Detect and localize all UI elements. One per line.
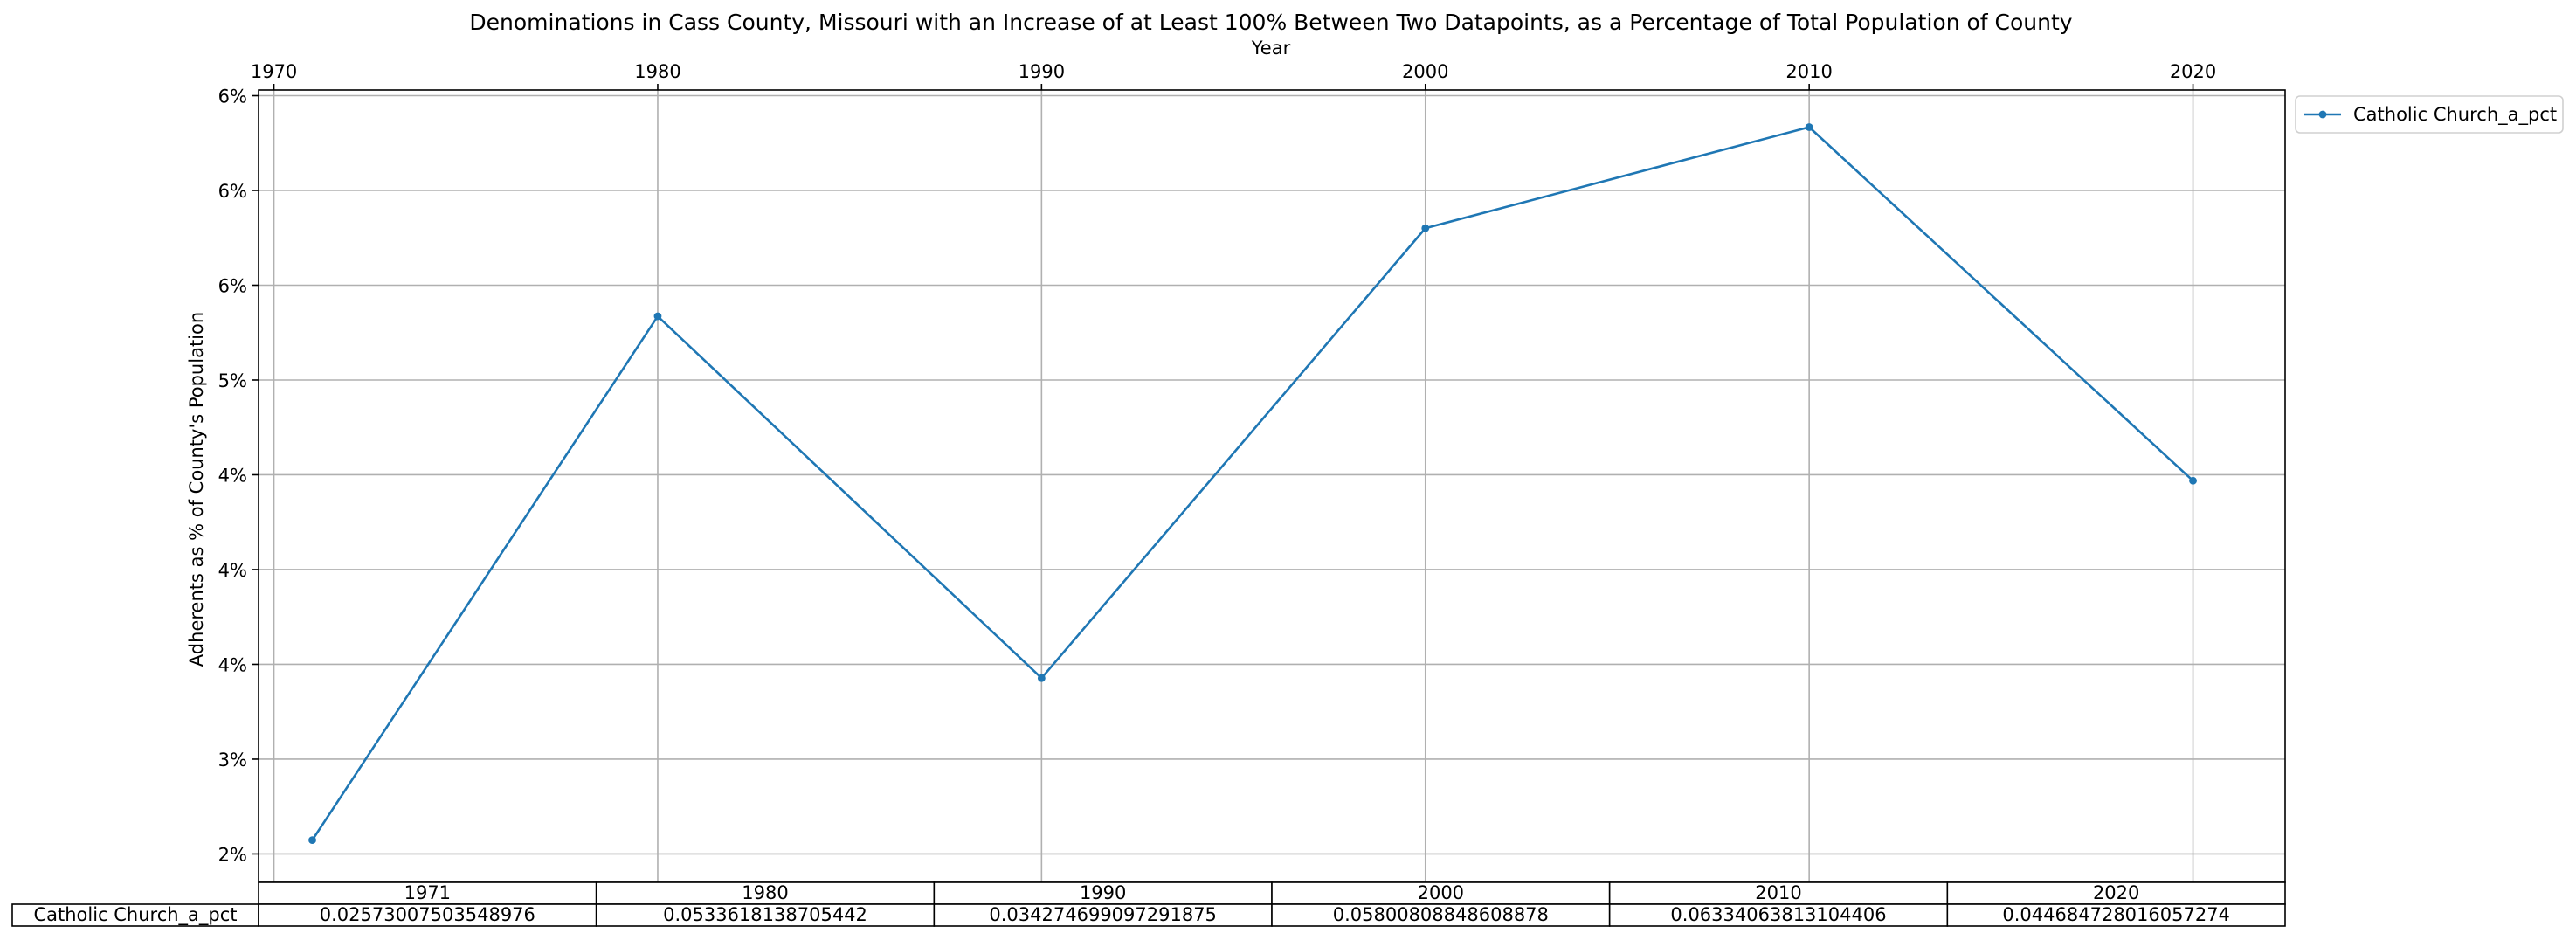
table-header-cell bbox=[1608, 881, 1949, 905]
data-point bbox=[308, 836, 316, 845]
y-tick-label: 4% bbox=[218, 560, 247, 581]
x-axis-ticks: 1970 1980 1990 2000 2010 2020 bbox=[251, 61, 2216, 90]
chart-title: Denominations in Cass County, Missouri w… bbox=[469, 10, 2072, 35]
y-tick-label: 4% bbox=[218, 654, 247, 675]
grid bbox=[259, 90, 2285, 882]
table-cell-value: 0.044684728016057274 bbox=[2002, 904, 2230, 925]
plot-frame bbox=[258, 89, 2286, 883]
series-layer bbox=[308, 123, 2197, 845]
y-tick-label: 6% bbox=[218, 275, 247, 296]
table-header-cell bbox=[258, 881, 597, 905]
table-row-label: Catholic Church_a_pct bbox=[33, 904, 237, 926]
y-tick-label: 5% bbox=[218, 370, 247, 391]
table-cell-value: 0.06334063813104406 bbox=[1670, 904, 1886, 925]
x-tick-label: 2000 bbox=[1402, 61, 1448, 82]
table-cell bbox=[1271, 903, 1611, 927]
x-tick-label: 1990 bbox=[1019, 61, 1065, 82]
y-tick-label: 6% bbox=[218, 181, 247, 202]
y-tick-label: 6% bbox=[218, 86, 247, 107]
data-point bbox=[1421, 224, 1430, 232]
table-column-label: 1980 bbox=[742, 882, 788, 903]
table-cell-value: 0.0533618138705442 bbox=[663, 904, 867, 925]
data-point bbox=[1805, 123, 1813, 131]
table-column-label: 1971 bbox=[404, 882, 451, 903]
x-tick-label: 1970 bbox=[251, 61, 297, 82]
table-column-label: 2010 bbox=[1755, 882, 1801, 903]
table-row-label-cell bbox=[11, 903, 259, 927]
y-tick-label: 2% bbox=[218, 844, 247, 865]
table-column-label: 1990 bbox=[1080, 882, 1126, 903]
x-tick-label: 2010 bbox=[1785, 61, 1832, 82]
data-point bbox=[2189, 476, 2197, 485]
table-cell bbox=[933, 903, 1273, 927]
table-cell-value: 0.02573007503548976 bbox=[320, 904, 535, 925]
y-tick-label: 4% bbox=[218, 465, 247, 486]
table-cell-value: 0.034274699097291875 bbox=[989, 904, 1217, 925]
table-header-cell bbox=[595, 881, 936, 905]
legend: Catholic Church_a_pct bbox=[2295, 95, 2564, 134]
table-cell-value: 0.05800808848608878 bbox=[1333, 904, 1549, 925]
x-tick-label: 2020 bbox=[2170, 61, 2216, 82]
y-axis-ticks: 2% 3% 4% 4% 4% 5% 6% 6% 6% bbox=[218, 86, 259, 865]
table-column-label: 2000 bbox=[1418, 882, 1464, 903]
legend-label: Catholic Church_a_pct bbox=[2353, 104, 2557, 126]
table-cell bbox=[1946, 903, 2286, 927]
table-cell bbox=[595, 903, 936, 927]
series-line bbox=[311, 126, 2194, 841]
legend-marker bbox=[2318, 110, 2327, 119]
x-axis-label: Year bbox=[1251, 38, 1291, 59]
y-axis-label: Adherents as % of County's Population bbox=[186, 312, 207, 667]
table-column-label: 2020 bbox=[2093, 882, 2139, 903]
legend-box bbox=[2295, 95, 2564, 134]
table-cell bbox=[258, 903, 597, 927]
data-table: 1971 1980 1990 2000 2010 2020 Catholic Church_… bbox=[11, 881, 2286, 927]
x-tick-label: 1980 bbox=[634, 61, 680, 82]
data-point bbox=[653, 312, 662, 321]
data-point bbox=[1037, 674, 1046, 682]
table-cell bbox=[1608, 903, 1949, 927]
y-tick-label: 3% bbox=[218, 750, 247, 771]
